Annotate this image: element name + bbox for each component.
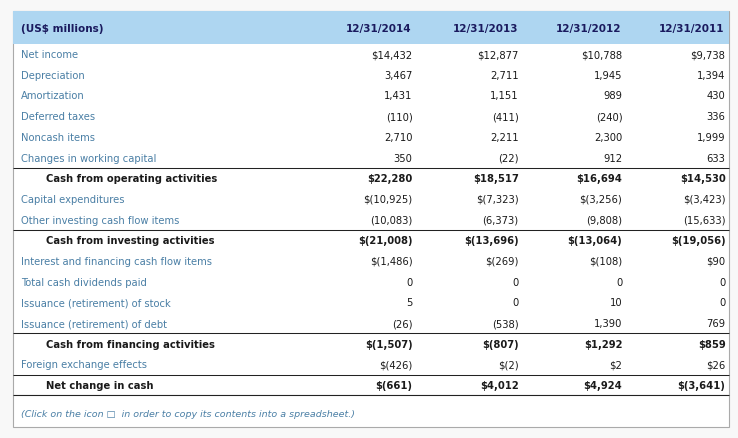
- Text: $(21,008): $(21,008): [358, 236, 413, 246]
- Text: 12/31/2012: 12/31/2012: [556, 24, 621, 33]
- Text: $(1,507): $(1,507): [365, 339, 413, 349]
- Text: $(3,256): $(3,256): [579, 194, 622, 205]
- Text: 0: 0: [616, 277, 622, 287]
- Text: 912: 912: [603, 153, 622, 163]
- Bar: [13, 12, 729, 45]
- Text: Cash from operating activities: Cash from operating activities: [46, 174, 218, 184]
- Text: (538): (538): [492, 318, 519, 328]
- Text: $22,280: $22,280: [368, 174, 413, 184]
- Text: Capital expenditures: Capital expenditures: [21, 194, 124, 205]
- Text: 12/31/2011: 12/31/2011: [659, 24, 725, 33]
- Text: 2,300: 2,300: [594, 133, 622, 142]
- Text: Foreign exchange effects: Foreign exchange effects: [21, 360, 147, 370]
- Text: Net income: Net income: [21, 50, 77, 60]
- Text: (22): (22): [498, 153, 519, 163]
- Text: $4,012: $4,012: [480, 380, 519, 390]
- Text: 0: 0: [720, 298, 725, 307]
- Text: (411): (411): [492, 112, 519, 122]
- Bar: [13, 396, 729, 427]
- Text: $(1,486): $(1,486): [370, 256, 413, 266]
- Text: $9,738: $9,738: [691, 50, 725, 60]
- Text: $18,517: $18,517: [473, 174, 519, 184]
- Text: $26: $26: [706, 360, 725, 370]
- Text: $(13,696): $(13,696): [464, 236, 519, 246]
- Text: 769: 769: [706, 318, 725, 328]
- Text: Interest and financing cash flow items: Interest and financing cash flow items: [21, 256, 212, 266]
- Text: Other investing cash flow items: Other investing cash flow items: [21, 215, 179, 225]
- Text: 430: 430: [707, 91, 725, 101]
- Text: 5: 5: [406, 298, 413, 307]
- Text: 0: 0: [512, 298, 519, 307]
- Text: Net change in cash: Net change in cash: [46, 380, 154, 390]
- Text: Cash from financing activities: Cash from financing activities: [46, 339, 215, 349]
- Text: (Click on the icon □  in order to copy its contents into a spreadsheet.): (Click on the icon □ in order to copy it…: [21, 410, 355, 418]
- Text: $(3,423): $(3,423): [683, 194, 725, 205]
- Text: Total cash dividends paid: Total cash dividends paid: [21, 277, 147, 287]
- Text: $2: $2: [610, 360, 622, 370]
- Text: 1,151: 1,151: [490, 91, 519, 101]
- Text: $(269): $(269): [485, 256, 519, 266]
- Text: Deferred taxes: Deferred taxes: [21, 112, 94, 122]
- Text: Issuance (retirement) of debt: Issuance (retirement) of debt: [21, 318, 167, 328]
- Text: $(426): $(426): [379, 360, 413, 370]
- Text: 0: 0: [407, 277, 413, 287]
- Text: 2,711: 2,711: [490, 71, 519, 81]
- Text: 0: 0: [720, 277, 725, 287]
- Text: (26): (26): [392, 318, 413, 328]
- Text: 12/31/2013: 12/31/2013: [452, 24, 518, 33]
- Text: $(19,056): $(19,056): [671, 236, 725, 246]
- Text: 2,710: 2,710: [384, 133, 413, 142]
- Text: 1,999: 1,999: [697, 133, 725, 142]
- Text: $90: $90: [706, 256, 725, 266]
- Text: $859: $859: [697, 339, 725, 349]
- Text: 2,211: 2,211: [490, 133, 519, 142]
- Text: 0: 0: [512, 277, 519, 287]
- Text: 350: 350: [394, 153, 413, 163]
- Text: $16,694: $16,694: [576, 174, 622, 184]
- Text: 633: 633: [706, 153, 725, 163]
- Text: 336: 336: [706, 112, 725, 122]
- Text: (110): (110): [386, 112, 413, 122]
- Text: 1,431: 1,431: [384, 91, 413, 101]
- Text: Issuance (retirement) of stock: Issuance (retirement) of stock: [21, 298, 170, 307]
- Text: (6,373): (6,373): [483, 215, 519, 225]
- Text: $(108): $(108): [589, 256, 622, 266]
- Bar: [13, 12, 729, 396]
- Text: $(661): $(661): [376, 380, 413, 390]
- Text: 1,390: 1,390: [594, 318, 622, 328]
- Text: $(13,064): $(13,064): [568, 236, 622, 246]
- Text: 3,467: 3,467: [384, 71, 413, 81]
- Text: Changes in working capital: Changes in working capital: [21, 153, 156, 163]
- Text: $10,788: $10,788: [582, 50, 622, 60]
- Text: Amortization: Amortization: [21, 91, 84, 101]
- Text: $(3,641): $(3,641): [677, 380, 725, 390]
- Text: $(807): $(807): [482, 339, 519, 349]
- Text: $14,530: $14,530: [680, 174, 725, 184]
- Text: Noncash items: Noncash items: [21, 133, 94, 142]
- Text: $14,432: $14,432: [371, 50, 413, 60]
- Text: 10: 10: [610, 298, 622, 307]
- Text: (9,808): (9,808): [587, 215, 622, 225]
- Text: Cash from investing activities: Cash from investing activities: [46, 236, 215, 246]
- Text: $4,924: $4,924: [584, 380, 622, 390]
- Text: 1,394: 1,394: [697, 71, 725, 81]
- Text: $(7,323): $(7,323): [476, 194, 519, 205]
- Text: (15,633): (15,633): [683, 215, 725, 225]
- Text: $(2): $(2): [498, 360, 519, 370]
- Text: (240): (240): [596, 112, 622, 122]
- Text: $12,877: $12,877: [477, 50, 519, 60]
- Text: 989: 989: [604, 91, 622, 101]
- Text: Depreciation: Depreciation: [21, 71, 84, 81]
- Text: $(10,925): $(10,925): [364, 194, 413, 205]
- Text: (10,083): (10,083): [370, 215, 413, 225]
- Text: 1,945: 1,945: [594, 71, 622, 81]
- Text: 12/31/2014: 12/31/2014: [346, 24, 412, 33]
- Text: $1,292: $1,292: [584, 339, 622, 349]
- Text: (US$ millions): (US$ millions): [21, 24, 103, 33]
